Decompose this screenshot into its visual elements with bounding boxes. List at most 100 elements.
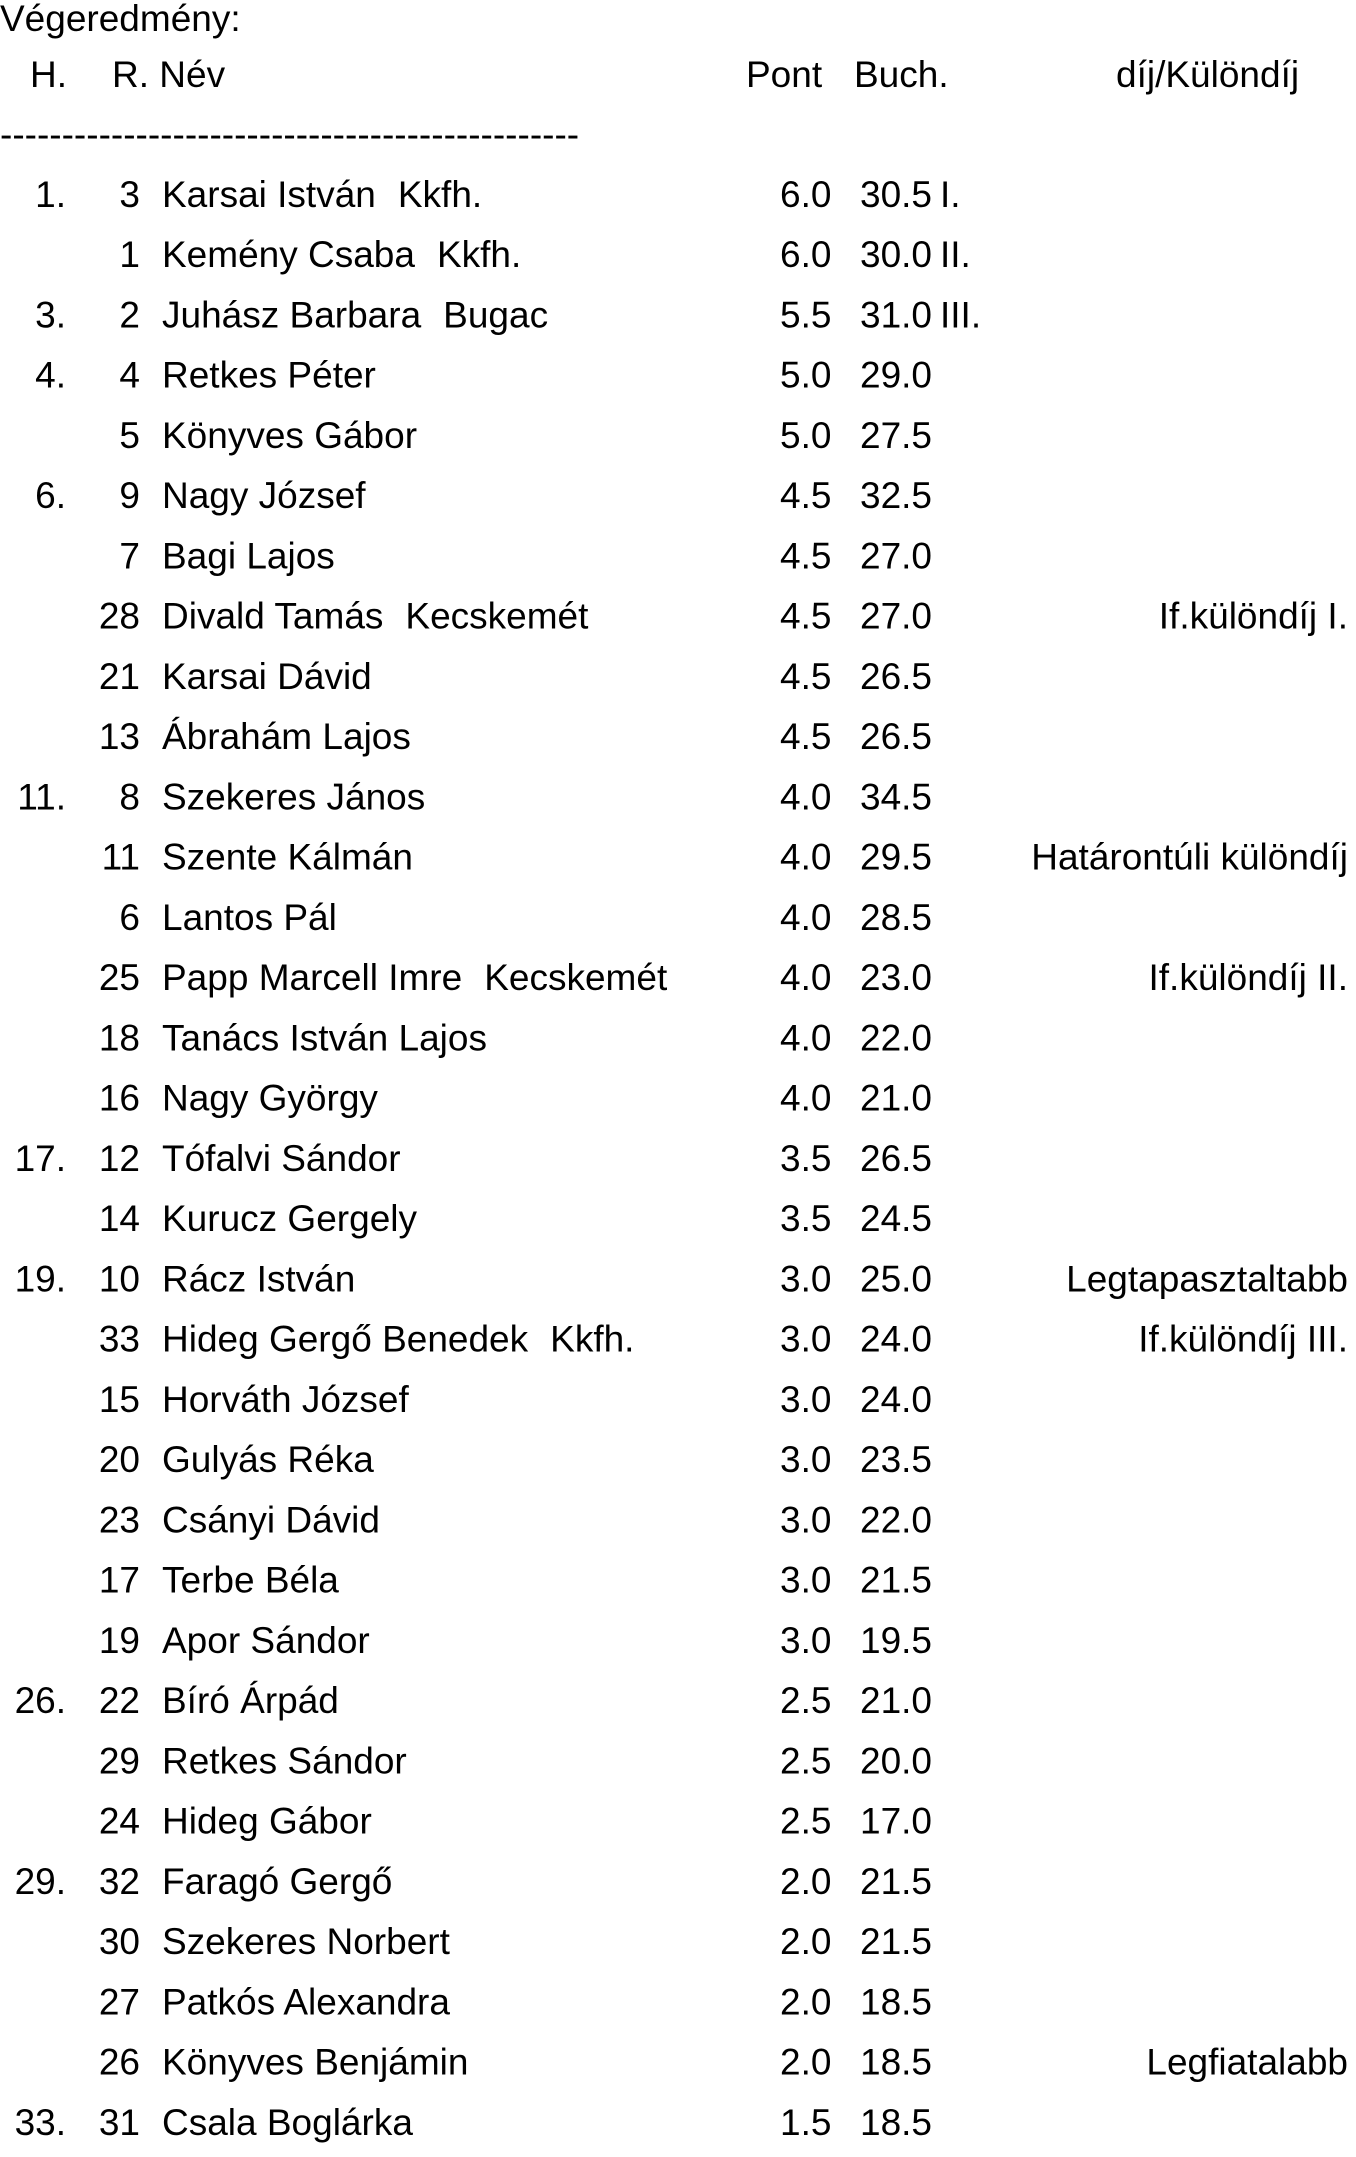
rank: 9	[119, 475, 140, 516]
points: 4.5	[780, 656, 831, 697]
points: 5.0	[780, 355, 831, 396]
rank: 20	[99, 1439, 140, 1480]
points: 3.5	[780, 1138, 831, 1179]
points: 4.0	[780, 957, 831, 998]
player-name: Bagi Lajos	[162, 535, 335, 576]
points: 4.5	[780, 535, 831, 576]
points: 2.0	[780, 2042, 831, 2083]
points: 2.0	[780, 1861, 831, 1902]
points: 4.5	[780, 475, 831, 516]
buchholz: 27.0	[860, 596, 932, 637]
points: 4.0	[780, 776, 831, 817]
buchholz: 31.0	[860, 294, 932, 335]
rank: 28	[99, 596, 140, 637]
points: 5.5	[780, 294, 831, 335]
rank: 8	[119, 776, 140, 817]
buchholz: 21.5	[860, 1921, 932, 1962]
buchholz: 20.0	[860, 1740, 932, 1781]
points: 1.5	[780, 2102, 831, 2143]
points: 3.0	[780, 1379, 831, 1420]
points: 3.0	[780, 1560, 831, 1601]
buchholz: 24.5	[860, 1198, 932, 1239]
player-name: Faragó Gergő	[162, 1861, 392, 1902]
buchholz: 22.0	[860, 1017, 932, 1058]
buchholz: 27.5	[860, 415, 932, 456]
rank: 3	[119, 174, 140, 215]
player-name: Lantos Pál	[162, 897, 337, 938]
buchholz: 21.5	[860, 1560, 932, 1601]
points: 4.0	[780, 837, 831, 878]
special-prize: Legfiatalabb	[1146, 2042, 1348, 2083]
player-name: Bíró Árpád	[162, 1680, 339, 1721]
place: 33.	[15, 2102, 66, 2143]
rank: 25	[99, 957, 140, 998]
buchholz: 27.0	[860, 535, 932, 576]
points: 6.0	[780, 174, 831, 215]
player-name: Tófalvi Sándor	[162, 1138, 401, 1179]
points: 2.5	[780, 1740, 831, 1781]
place: 26.	[15, 1680, 66, 1721]
place: 17.	[15, 1138, 66, 1179]
rank: 16	[99, 1078, 140, 1119]
buchholz: 29.0	[860, 355, 932, 396]
rank: 24	[99, 1801, 140, 1842]
rank: 30	[99, 1921, 140, 1962]
player-name: Patkós Alexandra	[162, 1981, 450, 2022]
club: Kkfh.	[398, 174, 482, 215]
place: 6.	[35, 475, 66, 516]
rank: 21	[99, 656, 140, 697]
club: Kkfh.	[437, 234, 521, 275]
buchholz: 23.5	[860, 1439, 932, 1480]
buchholz: 18.5	[860, 2102, 932, 2143]
player-name: Hideg Gábor	[162, 1801, 372, 1842]
rank: 2	[119, 294, 140, 335]
buchholz: 21.5	[860, 1861, 932, 1902]
rank: 17	[99, 1560, 140, 1601]
special-prize: Határontúli különdíj	[1031, 837, 1348, 878]
player-name: Karsai Dávid	[162, 656, 372, 697]
player-name: Gulyás Réka	[162, 1439, 374, 1480]
rank: 26	[99, 2042, 140, 2083]
player-name: Nagy György	[162, 1078, 378, 1119]
club: Kecskemét	[405, 596, 589, 637]
player-name: Retkes Sándor	[162, 1740, 407, 1781]
points: 2.5	[780, 1680, 831, 1721]
column-header: Buch.	[854, 54, 949, 95]
player-name: Ábrahám Lajos	[162, 716, 411, 757]
prize: I.	[940, 174, 961, 215]
player-name: Rácz István	[162, 1258, 355, 1299]
points: 3.0	[780, 1620, 831, 1661]
rank: 15	[99, 1379, 140, 1420]
special-prize: If.különdíj III.	[1138, 1319, 1348, 1360]
rank: 12	[99, 1138, 140, 1179]
special-prize: If.különdíj II.	[1149, 957, 1349, 998]
points: 3.0	[780, 1439, 831, 1480]
rank: 31	[99, 2102, 140, 2143]
club: Kkfh.	[550, 1319, 634, 1360]
buchholz: 28.5	[860, 897, 932, 938]
rank: 14	[99, 1198, 140, 1239]
buchholz: 32.5	[860, 475, 932, 516]
rank: 18	[99, 1017, 140, 1058]
special-prize: If.különdíj I.	[1159, 596, 1348, 637]
rank: 27	[99, 1981, 140, 2022]
column-header: díj/Különdíj	[1116, 54, 1299, 95]
rank: 4	[119, 355, 140, 396]
buchholz: 23.0	[860, 957, 932, 998]
place: 29.	[15, 1861, 66, 1902]
points: 4.5	[780, 596, 831, 637]
buchholz: 24.0	[860, 1379, 932, 1420]
player-name: Karsai István	[162, 174, 376, 215]
player-name: Papp Marcell Imre	[162, 957, 462, 998]
player-name: Könyves Benjámin	[162, 2042, 468, 2083]
buchholz: 30.5	[860, 174, 932, 215]
player-name: Horváth József	[162, 1379, 409, 1420]
club: Kecskemét	[484, 957, 668, 998]
buchholz: 21.0	[860, 1078, 932, 1119]
player-name: Kemény Csaba	[162, 234, 415, 275]
buchholz: 17.0	[860, 1801, 932, 1842]
player-name: Tanács István Lajos	[162, 1017, 487, 1058]
player-name: Szekeres Norbert	[162, 1921, 451, 1962]
club: Bugac	[443, 294, 548, 335]
player-name: Apor Sándor	[162, 1620, 370, 1661]
